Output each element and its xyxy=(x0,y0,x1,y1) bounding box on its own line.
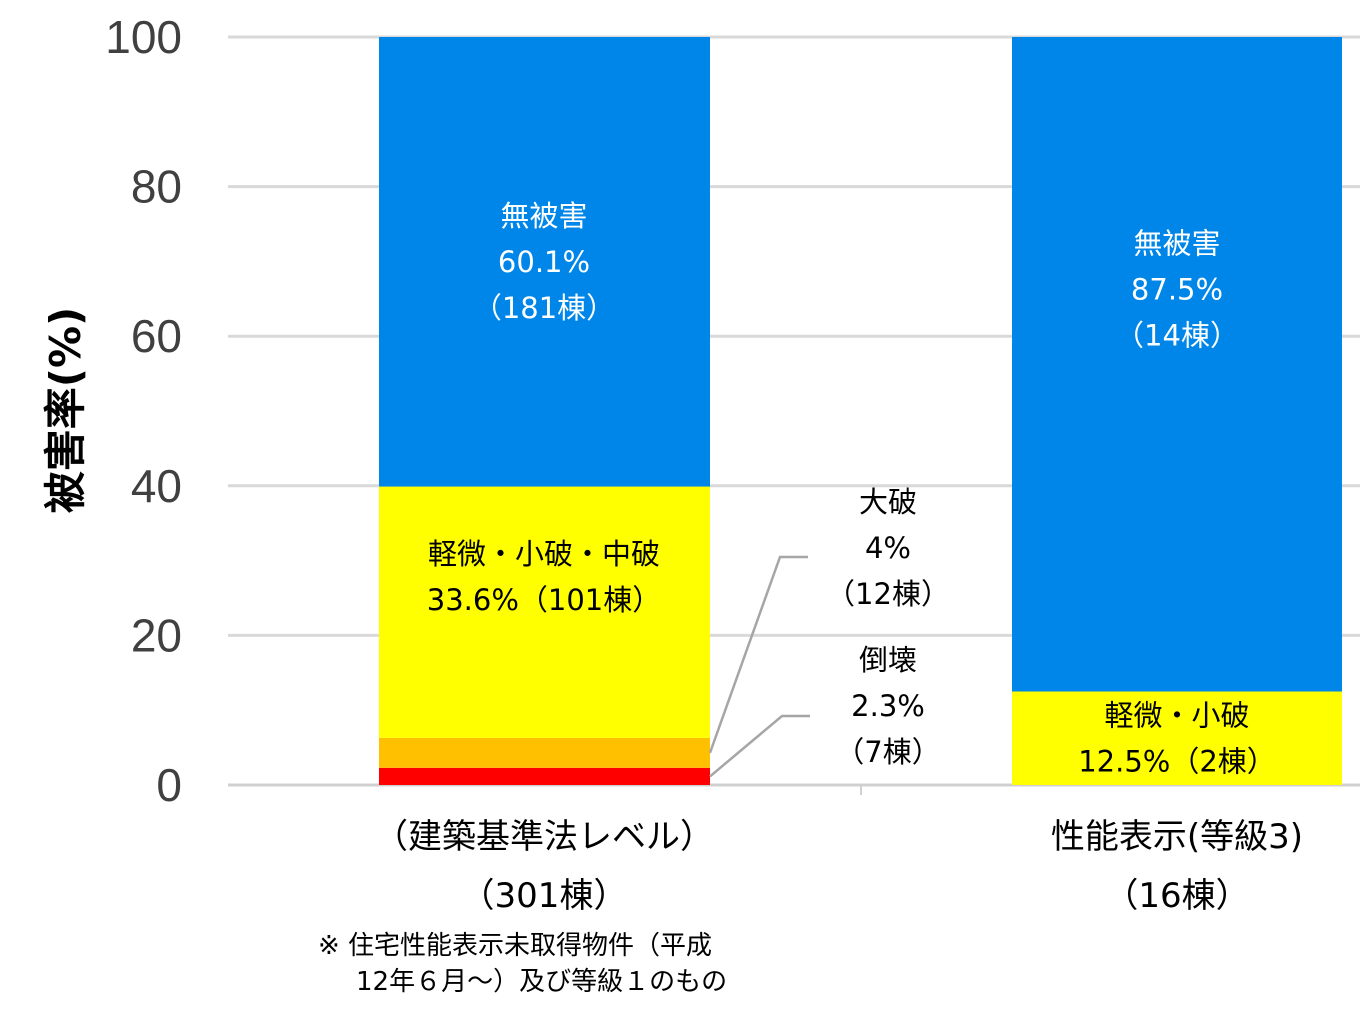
y-tick-label: 0 xyxy=(156,759,182,811)
x-category-label: （建築基準法レベル） xyxy=(374,817,714,857)
y-tick-label: 40 xyxy=(131,460,182,512)
data-label: 60.1% xyxy=(498,245,590,279)
data-label: 無被害 xyxy=(500,199,587,233)
bar-segment xyxy=(1012,37,1342,692)
x-category-label: 性能表示(等級3) xyxy=(1051,817,1303,857)
data-label: 倒壊 xyxy=(859,643,917,677)
bar-segment xyxy=(379,37,710,487)
y-tick-label: 20 xyxy=(131,609,182,661)
footnote: ※ 住宅性能表示未取得物件（平成 12年６月～）及び等級１のもの xyxy=(318,928,727,1000)
y-tick-label: 60 xyxy=(131,310,182,362)
data-label: 軽微・小破 xyxy=(1104,698,1249,732)
data-label: （181棟） xyxy=(473,291,615,325)
data-label: 大破 xyxy=(859,485,917,519)
y-tick-label: 80 xyxy=(131,161,182,213)
footnote-line-2: 12年６月～）及び等級１のもの xyxy=(356,967,728,997)
data-label: 33.6%（101棟） xyxy=(427,583,661,617)
leader-line xyxy=(709,714,810,778)
bar-segment xyxy=(1012,691,1342,785)
x-category-count: （301棟） xyxy=(461,876,628,916)
data-label: （12棟） xyxy=(826,577,950,611)
data-label: （7棟） xyxy=(835,735,940,769)
bar-segment xyxy=(379,767,710,785)
data-label: 無被害 xyxy=(1133,226,1220,260)
bar-segment xyxy=(379,486,710,738)
bar-segment xyxy=(379,737,710,768)
data-label: 軽微・小破・中破 xyxy=(428,537,660,571)
data-label: 4% xyxy=(865,531,911,565)
data-label: 2.3% xyxy=(851,689,925,723)
y-tick-label: 100 xyxy=(105,11,182,63)
y-axis-label: 被害率(%) xyxy=(41,307,90,513)
data-label: 87.5% xyxy=(1131,272,1223,306)
footnote-line-1: ※ 住宅性能表示未取得物件（平成 xyxy=(318,931,713,961)
data-label: （14棟） xyxy=(1115,318,1239,352)
x-category-count: （16棟） xyxy=(1104,876,1249,916)
data-label: 12.5%（2棟） xyxy=(1078,744,1276,778)
leader-line xyxy=(708,555,808,754)
